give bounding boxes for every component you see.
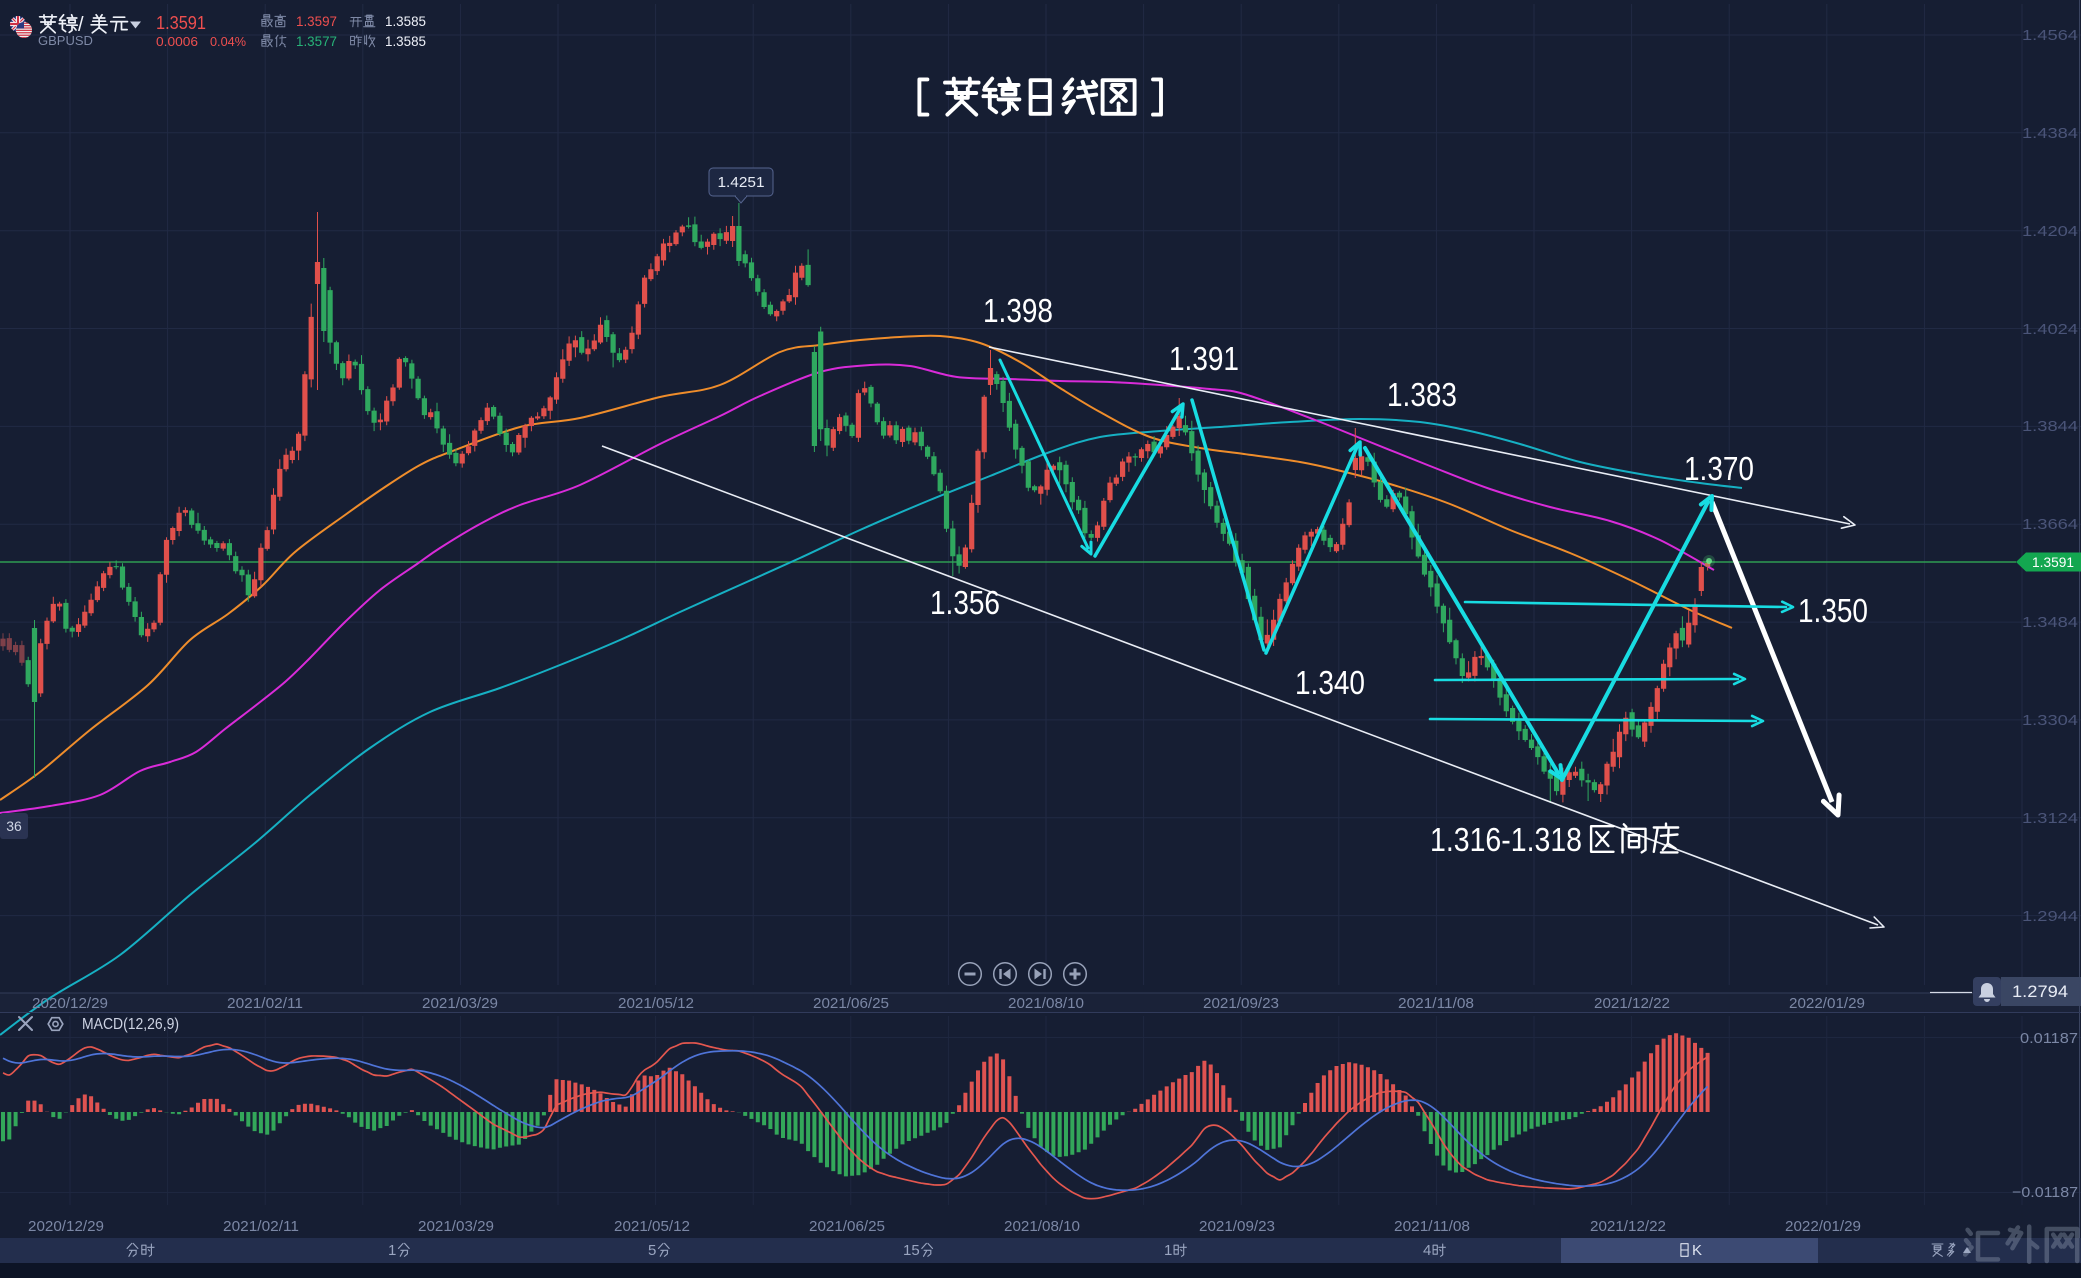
svg-text:1: 1: [1164, 1242, 1172, 1259]
svg-text:MACD(12,26,9): MACD(12,26,9): [82, 1016, 179, 1033]
svg-text:1.316-1.318: 1.316-1.318: [1430, 821, 1582, 858]
svg-text:1.4024: 1.4024: [2022, 321, 2078, 338]
svg-text:1.370: 1.370: [1684, 450, 1754, 487]
svg-text:GBPUSD: GBPUSD: [38, 33, 93, 48]
svg-text:1.383: 1.383: [1387, 376, 1457, 413]
svg-text:2021/02/11: 2021/02/11: [223, 1218, 299, 1235]
svg-text:0.01187: 0.01187: [2020, 1030, 2078, 1047]
svg-text:/: /: [78, 14, 84, 36]
svg-text:2021/03/29: 2021/03/29: [418, 1218, 494, 1235]
svg-text:4: 4: [1423, 1242, 1431, 1259]
svg-text:2021/11/08: 2021/11/08: [1398, 995, 1474, 1012]
svg-text:36: 36: [6, 818, 22, 834]
svg-text:1.3484: 1.3484: [2022, 614, 2078, 631]
svg-text:2021/05/12: 2021/05/12: [618, 995, 694, 1012]
svg-text:1.3844: 1.3844: [2022, 418, 2078, 435]
svg-text:2021/06/25: 2021/06/25: [813, 995, 889, 1012]
svg-text:2021/05/12: 2021/05/12: [614, 1218, 690, 1235]
svg-text:2020/12/29: 2020/12/29: [32, 995, 108, 1012]
svg-text:1.3304: 1.3304: [2022, 712, 2078, 729]
svg-text:2021/02/11: 2021/02/11: [227, 995, 303, 1012]
svg-text:5: 5: [648, 1242, 656, 1259]
svg-text:K: K: [1692, 1242, 1702, 1259]
svg-text:1.391: 1.391: [1169, 340, 1239, 377]
svg-text:1.2944: 1.2944: [2022, 908, 2078, 925]
svg-text:1.3124: 1.3124: [2022, 810, 2078, 827]
svg-text:1.4204: 1.4204: [2022, 223, 2078, 240]
svg-text:2021/08/10: 2021/08/10: [1004, 1218, 1080, 1235]
svg-text:−0.01187: −0.01187: [2012, 1184, 2078, 1201]
svg-text:2021/06/25: 2021/06/25: [809, 1218, 885, 1235]
svg-text:1.356: 1.356: [930, 584, 1000, 621]
svg-text:2021/09/23: 2021/09/23: [1199, 1218, 1275, 1235]
svg-text:1.3597: 1.3597: [296, 14, 337, 29]
svg-text:1: 1: [388, 1242, 396, 1259]
svg-text:0.04%: 0.04%: [210, 34, 246, 49]
svg-text:1.3664: 1.3664: [2022, 516, 2078, 533]
svg-text:1.3585: 1.3585: [385, 34, 426, 49]
svg-text:0.0006: 0.0006: [156, 34, 198, 49]
svg-text:1.4251: 1.4251: [718, 174, 765, 191]
svg-text:1.3585: 1.3585: [385, 14, 426, 29]
svg-text:15: 15: [903, 1242, 920, 1259]
svg-text:1.2794: 1.2794: [2012, 983, 2068, 1001]
svg-text:1.3577: 1.3577: [296, 34, 337, 49]
svg-text:2021/09/23: 2021/09/23: [1203, 995, 1279, 1012]
svg-text:2021/12/22: 2021/12/22: [1594, 995, 1670, 1012]
svg-text:1.4384: 1.4384: [2022, 125, 2078, 142]
svg-text:2022/01/29: 2022/01/29: [1785, 1218, 1861, 1235]
svg-text:1.4564: 1.4564: [2022, 27, 2078, 44]
svg-text:2022/01/29: 2022/01/29: [1789, 995, 1865, 1012]
svg-text:2020/12/29: 2020/12/29: [28, 1218, 104, 1235]
svg-text:1.398: 1.398: [983, 292, 1053, 329]
svg-text:2021/08/10: 2021/08/10: [1008, 995, 1084, 1012]
svg-text:1.350: 1.350: [1798, 592, 1868, 629]
svg-text:2021/03/29: 2021/03/29: [422, 995, 498, 1012]
svg-text:1.340: 1.340: [1295, 664, 1365, 701]
svg-text:1.3591: 1.3591: [2032, 554, 2074, 570]
svg-text:2021/12/22: 2021/12/22: [1590, 1218, 1666, 1235]
svg-text:2021/11/08: 2021/11/08: [1394, 1218, 1470, 1235]
svg-text:1.3591: 1.3591: [156, 13, 206, 33]
